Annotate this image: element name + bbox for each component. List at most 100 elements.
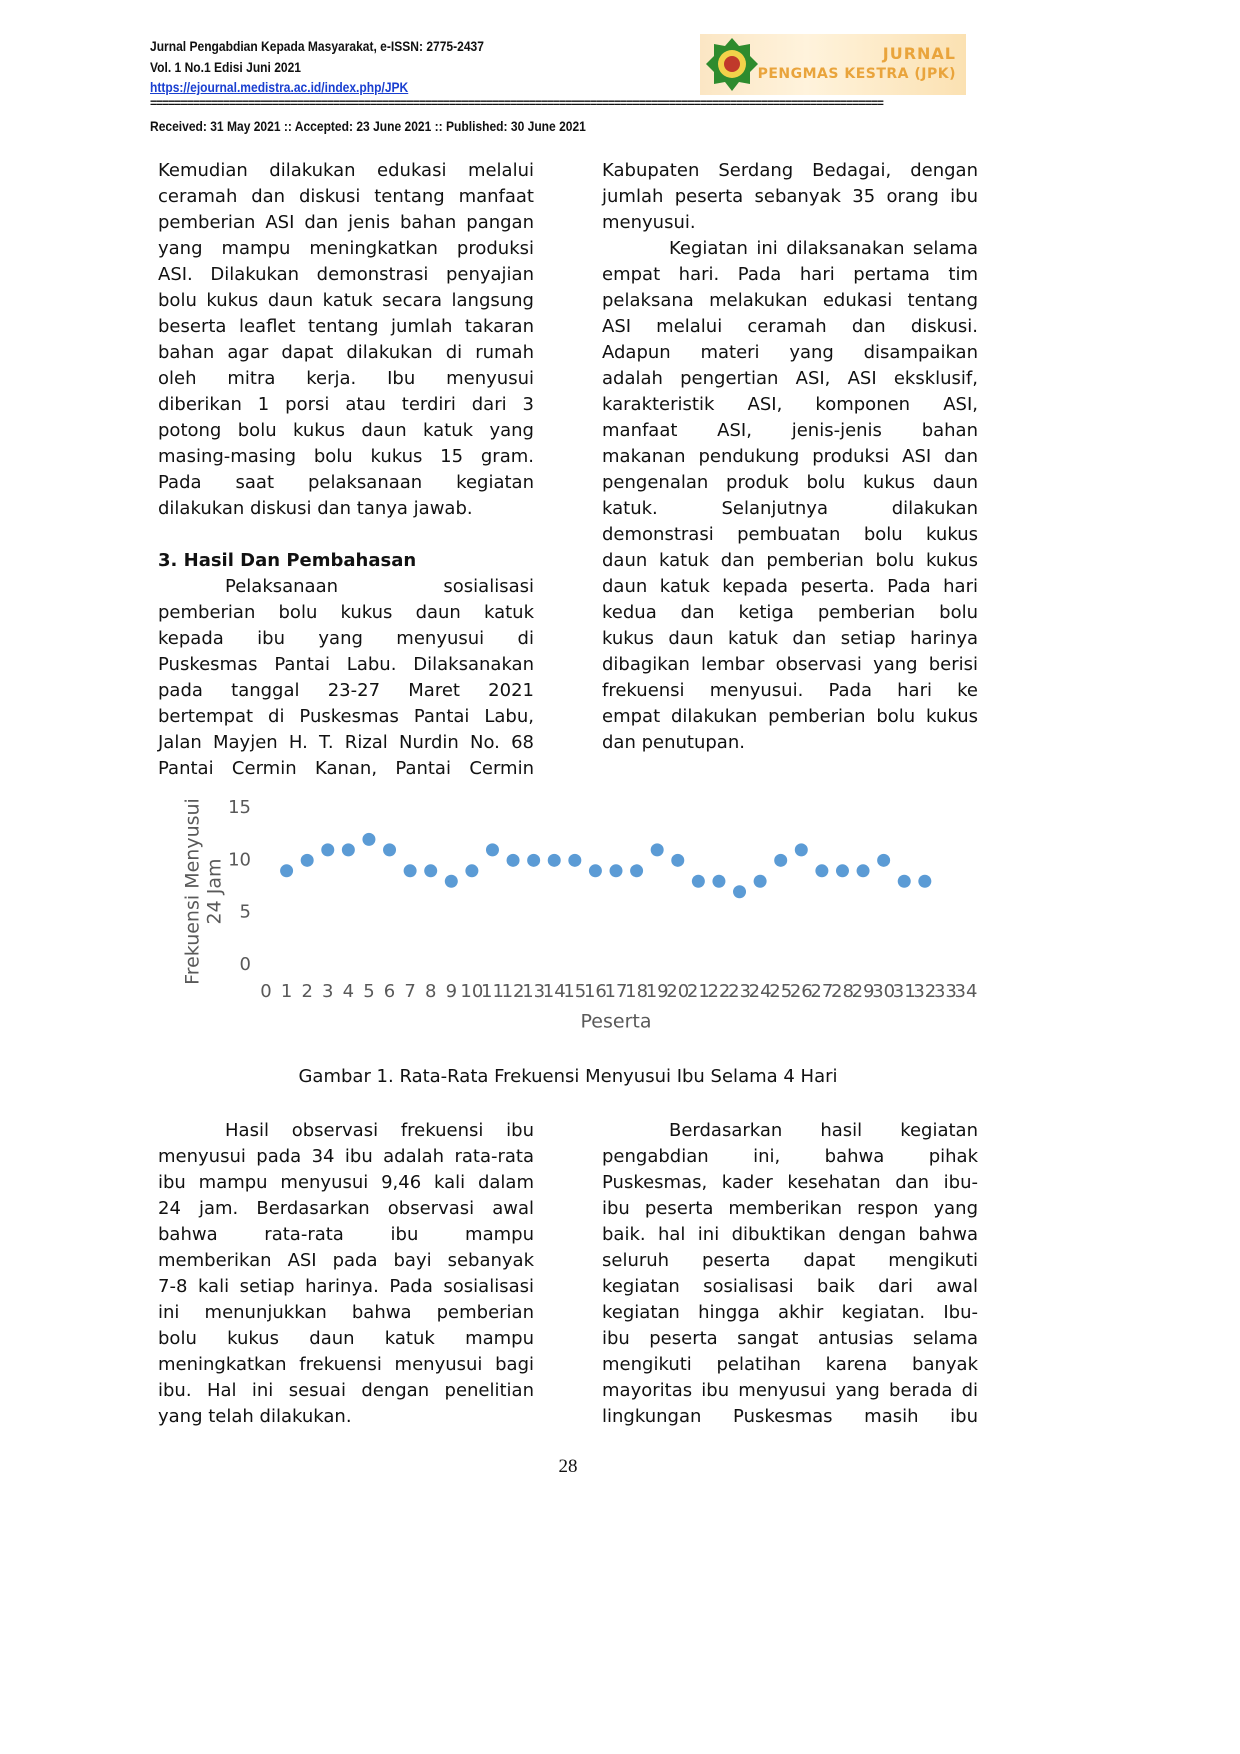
text-line: lingkungan Puskesmas masih ibu — [602, 1406, 978, 1427]
text-line: kegiatan hingga akhir kegiatan. Ibu- — [602, 1302, 978, 1323]
text-line: jumlah peserta sebanyak 35 orang ibu — [602, 186, 978, 207]
data-point — [650, 843, 664, 857]
text-line: 24 jam. Berdasarkan observasi awal — [158, 1198, 534, 1219]
text-line: masing-masing bolu kukus 15 gram. — [158, 446, 534, 467]
x-tick-label: 34 — [955, 981, 978, 1002]
text-line: pelaksana melakukan edukasi tentang — [602, 290, 978, 311]
article-dates: Received: 31 May 2021 :: Accepted: 23 Ju… — [150, 118, 586, 134]
text-line: adalah pengertian ASI, ASI eksklusif, — [602, 368, 978, 389]
text-line: bertempat di Puskesmas Pantai Labu, — [158, 706, 534, 727]
text-line: baik. hal ini dibuktikan dengan bahwa — [602, 1224, 978, 1245]
figure-caption: Gambar 1. Rata-Rata Frekuensi Menyusui I… — [298, 1066, 838, 1087]
x-tick-label: 5 — [363, 981, 374, 1002]
text-line: Puskesmas Pantai Labu. Dilaksanakan — [158, 654, 534, 675]
text-line: pada tanggal 23-27 Maret 2021 — [158, 680, 534, 701]
text-line: kukus daun katuk dan setiap harinya — [602, 628, 978, 649]
data-point — [753, 874, 767, 888]
x-tick-label: 7 — [404, 981, 415, 1002]
text-line: ibu peserta memberikan respon yang — [602, 1198, 978, 1219]
logo-emblem — [706, 38, 758, 91]
text-line: makanan pendukung produksi ASI dan — [602, 446, 978, 467]
text-line: kegiatan sosialisasi baik dari awal — [602, 1276, 978, 1297]
data-point — [588, 864, 602, 878]
x-tick-label: 26 — [790, 981, 813, 1002]
right-column-top: Kabupaten Serdang Bedagai, dengan jumlah … — [602, 158, 978, 756]
data-point — [485, 843, 499, 857]
data-point — [609, 864, 623, 878]
text-line: daun katuk dan pemberian bolu kukus — [602, 550, 978, 571]
y-tick-label: 10 — [228, 849, 251, 870]
data-point — [362, 832, 376, 846]
x-tick-label: 6 — [384, 981, 395, 1002]
y-tick-label: 0 — [240, 954, 251, 975]
x-tick-label: 28 — [831, 981, 854, 1002]
x-tick-label: 16 — [584, 981, 607, 1002]
text-line: Pada saat pelaksanaan kegiatan — [158, 472, 534, 493]
page-number: 28 — [558, 1456, 578, 1477]
paragraph: Kegiatan ini dilaksanakan selama empat ha… — [602, 236, 978, 756]
text-line: dibagikan lembar observasi yang berisi — [602, 654, 978, 675]
text-line: meningkatkan frekuensi menyusui bagi — [158, 1354, 534, 1375]
text-line: Kabupaten Serdang Bedagai, dengan — [602, 160, 978, 181]
data-point — [918, 874, 932, 888]
logo-title: JURNAL — [882, 44, 956, 63]
text-line: Hasil observasi frekuensi ibu — [225, 1120, 534, 1141]
data-point — [444, 874, 458, 888]
text-line: demonstrasi pembuatan bolu kukus — [602, 524, 978, 545]
text-line: beserta leaflet tentang jumlah takaran — [158, 316, 534, 337]
text-line: Pelaksanaan sosialisasi — [225, 576, 534, 597]
emblem-center — [718, 50, 746, 78]
text-line: oleh mitra kerja. Ibu menyusui — [158, 368, 534, 389]
x-tick-label: 27 — [810, 981, 833, 1002]
text-line: manfaat ASI, jenis-jenis bahan — [602, 420, 978, 441]
data-point — [424, 864, 438, 878]
text-line: kepada ibu yang menyusui di — [158, 628, 534, 649]
x-tick-label: 23 — [728, 981, 751, 1002]
data-point — [877, 853, 891, 867]
data-point — [568, 853, 582, 867]
data-point — [465, 864, 479, 878]
text-line: ibu peserta sangat antusias selama — [602, 1328, 978, 1349]
text-line: ibu mampu menyusui 9,46 kali dalam — [158, 1172, 534, 1193]
journal-name: Jurnal Pengabdian Kepada Masyarakat, e-I… — [150, 38, 484, 54]
text-line: 7-8 kali setiap harinya. Pada sosialisas… — [158, 1276, 534, 1297]
paragraph: Kabupaten Serdang Bedagai, dengan jumlah … — [602, 158, 978, 236]
text-line: pengenalan produk bolu kukus daun — [602, 472, 978, 493]
text-line: empat hari. Pada hari pertama tim — [602, 264, 978, 285]
paragraph: Hasil observasi frekuensi ibu menyusui pa… — [158, 1118, 534, 1430]
x-tick-label: 33 — [934, 981, 957, 1002]
paragraph: Berdasarkan hasil kegiatan pengabdian ini… — [602, 1118, 978, 1430]
data-point — [733, 885, 747, 899]
paragraph: Kemudian dilakukan edukasi melalui cerama… — [158, 158, 534, 522]
data-point — [300, 853, 314, 867]
data-point — [671, 853, 685, 867]
text-line: memberikan ASI pada bayi sebanyak — [158, 1250, 534, 1271]
text-line: seluruh peserta dapat mengikuti — [602, 1250, 978, 1271]
data-point — [527, 853, 541, 867]
text-line: mengikuti pelatihan karena banyak — [602, 1354, 978, 1375]
text-line: empat dilakukan pemberian bolu kukus — [602, 706, 978, 727]
x-tick-label: 3 — [322, 981, 333, 1002]
text-line: kedua dan ketiga pemberian bolu — [602, 602, 978, 623]
text-line: karakteristik ASI, komponen ASI, — [602, 394, 978, 415]
x-tick-label: 31 — [893, 981, 916, 1002]
x-tick-label: 21 — [687, 981, 710, 1002]
emblem-core — [724, 56, 740, 72]
x-tick-label: 14 — [543, 981, 566, 1002]
left-column-top: Kemudian dilakukan edukasi melalui cerama… — [158, 158, 534, 782]
text-line: mayoritas ibu menyusui yang berada di — [602, 1380, 978, 1401]
text-line: yang mampu meningkatkan produksi — [158, 238, 534, 259]
data-point — [835, 864, 849, 878]
x-tick-label: 13 — [522, 981, 545, 1002]
x-tick-label: 4 — [343, 981, 354, 1002]
x-tick-label: 11 — [481, 981, 504, 1002]
text-line: pemberian bolu kukus daun katuk — [158, 602, 534, 623]
journal-url[interactable]: https://ejournal.medistra.ac.id/index.ph… — [150, 79, 409, 95]
text-line: bolu kukus daun katuk secara langsung — [158, 290, 534, 311]
data-point — [897, 874, 911, 888]
x-tick-label: 2 — [301, 981, 312, 1002]
x-tick-label: 12 — [502, 981, 525, 1002]
y-axis-label: Frekuensi Menyusui — [182, 798, 204, 985]
y-axis-label: 24 Jam — [204, 859, 226, 925]
